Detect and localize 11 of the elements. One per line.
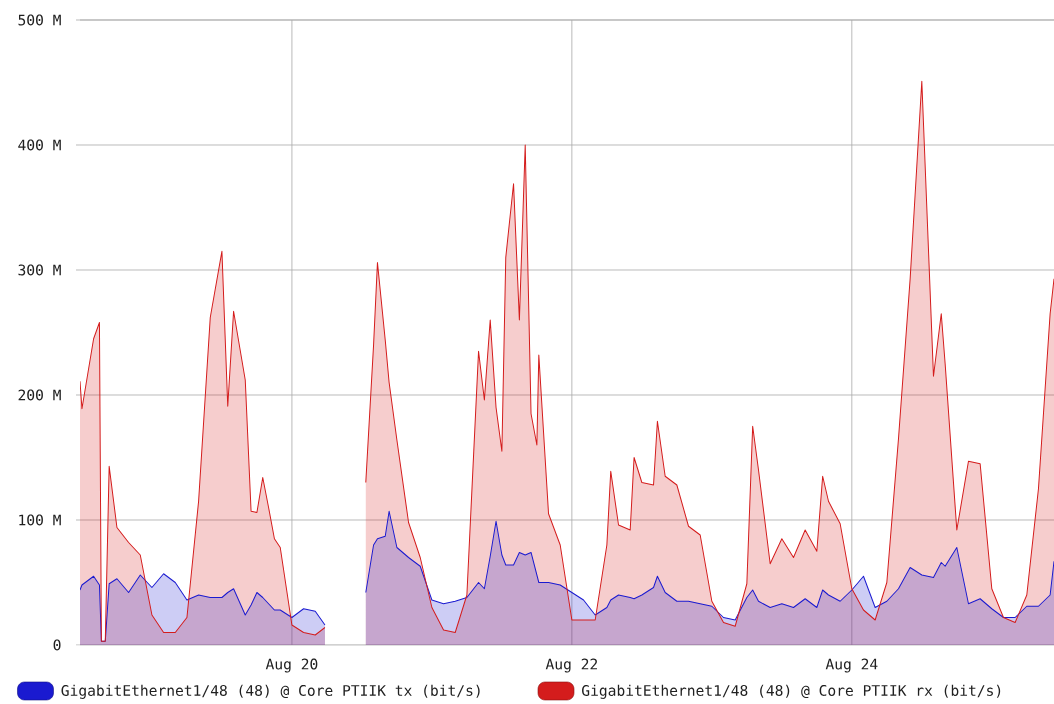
- x-tick-label: Aug 24: [825, 658, 878, 673]
- y-tick-label: 300 M: [18, 264, 61, 276]
- x-tick-label: Aug 20: [265, 658, 318, 673]
- legend-label: GigabitEthernet1/48 (48) @ Core PTIIK tx (bit/s): [61, 684, 480, 699]
- legend-label: GigabitEthernet1/48 (48) @ Core PTIIK rx (bit/s): [582, 684, 1001, 699]
- y-tick-label: 200 M: [18, 389, 61, 401]
- y-tick-label: 100 M: [19, 514, 61, 526]
- y-tick-label: 400 M: [18, 139, 61, 151]
- y-tick-label: 500 M: [18, 14, 61, 26]
- x-tick-label: Aug 22: [545, 658, 597, 673]
- y-tick-label: 0: [53, 639, 61, 651]
